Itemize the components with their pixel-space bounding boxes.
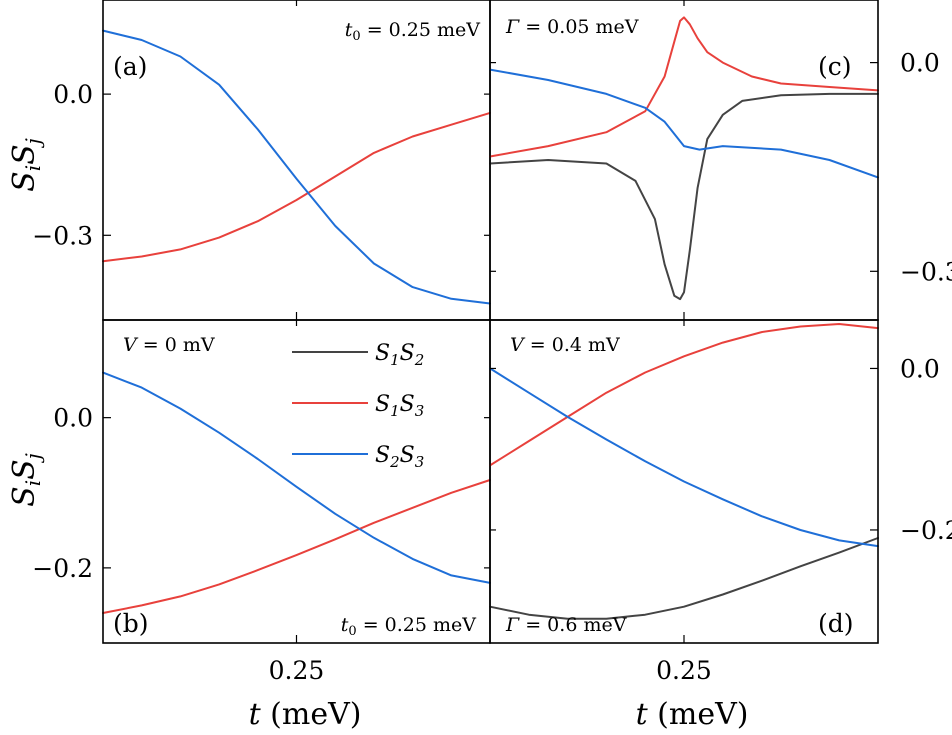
annotation2-b: V = 0 mV [123, 334, 215, 356]
y-tick-label-b-0: 0.0 [53, 404, 93, 433]
y-tick-label-a-0: 0.0 [53, 80, 93, 109]
x-tick-label-b-0: 0.25 [269, 656, 325, 685]
series-s1s3-panel-b [102, 479, 491, 614]
panel-label-a: (a) [113, 52, 147, 81]
series-s2s3-panel-d [489, 367, 879, 548]
annotation2-d: V = 0.4 mV [510, 334, 620, 356]
panel-b: 0.0 −0.2 0.25 (b) t0 = 0.25 meV V = 0 mV [32, 319, 491, 685]
annotation-c: Γ = 0.05 meV [505, 16, 639, 38]
series-s2s3-panel-b [102, 371, 491, 584]
plot-frame-b [102, 319, 491, 644]
panel-label-c: (c) [818, 52, 852, 81]
y-axis-label-text-bottom: SiSj [7, 453, 45, 507]
y-tick-label-d-0: 0.0 [900, 354, 940, 383]
y-axis-label-bottom: SiSj [7, 453, 45, 507]
series-s1s2-panel-d [489, 537, 879, 620]
y-tick-label-d-1: −0.2 [900, 516, 952, 545]
legend-label-s2s3: S2S3 [375, 443, 424, 471]
series-s1s3-panel-d [489, 323, 879, 467]
annotation-a: t0 = 0.25 meV [345, 19, 481, 44]
panel-label-b: (b) [113, 609, 149, 638]
x-tick-label-d-0: 0.25 [656, 656, 712, 685]
y-axis-label-text-top: SiSj [7, 138, 45, 192]
series-s1s3-panel-a [102, 111, 491, 263]
y-tick-label-c-0: 0.0 [900, 49, 940, 78]
legend-label-s1s2: S1S2 [375, 341, 424, 369]
series-s2s3-panel-c [489, 68, 879, 179]
series-s1s2-panel-c [489, 92, 879, 301]
series-s2s3-panel-a [102, 29, 491, 305]
panel-label-d: (d) [818, 609, 854, 638]
legend-label-s1s3: S1S3 [375, 392, 424, 420]
series-s1s3-panel-c [489, 16, 879, 158]
annotation-d: Γ = 0.6 meV [505, 614, 627, 636]
y-axis-label-top: SiSj [7, 138, 45, 192]
annotation-b: t0 = 0.25 meV [341, 614, 477, 639]
y-tick-label-b-1: −0.2 [32, 554, 93, 583]
x-axis-label-right: t (meV) [636, 697, 749, 732]
panel-a: 0.0 −0.3 (a) t0 = 0.25 meV [32, 0, 491, 321]
y-tick-label-a-1: −0.3 [32, 221, 93, 250]
y-tick-label-c-1: −0.3 [900, 257, 952, 286]
panels: 0.0 −0.3 (a) t0 = 0.25 meV 0.0 −0.3 (c) Γ = 0.0… [32, 0, 952, 685]
x-axis-label-left: t (meV) [249, 697, 362, 732]
panel-d: 0.0 −0.2 0.25 (d) Γ = 0.6 meV V = 0.4 mV [489, 319, 952, 685]
panel-c: 0.0 −0.3 (c) Γ = 0.05 meV [489, 0, 952, 321]
legend: S1S2 S1S3 S2S3 [292, 341, 424, 471]
